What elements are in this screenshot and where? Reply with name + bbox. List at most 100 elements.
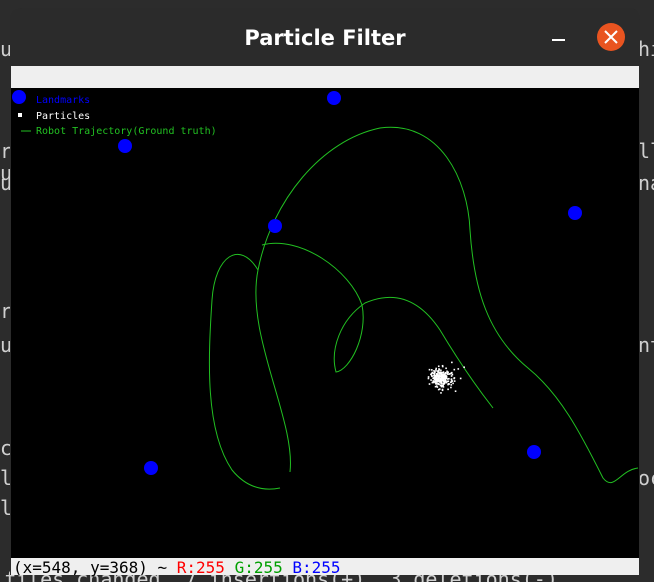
- terminal-text: r: [0, 139, 12, 163]
- particle: [443, 382, 446, 385]
- particle: [450, 372, 452, 375]
- particle: [448, 377, 450, 380]
- particle: [440, 377, 442, 380]
- particle: [437, 379, 439, 382]
- particle: [427, 376, 430, 378]
- particle: [440, 372, 443, 375]
- particle: [438, 376, 440, 378]
- toolbar: [11, 66, 639, 88]
- particle: [446, 372, 449, 374]
- particle: [428, 383, 431, 385]
- particle: [450, 386, 452, 389]
- particle: [432, 381, 435, 383]
- particle: [436, 383, 439, 385]
- canvas: [11, 88, 639, 558]
- particle: [435, 376, 437, 379]
- particle: [451, 361, 453, 364]
- legend-particles: Particles: [36, 111, 90, 122]
- particle: [444, 379, 447, 382]
- particle: [437, 365, 440, 368]
- terminal-text: l: [0, 496, 12, 520]
- particle: [440, 369, 442, 372]
- particle: [431, 381, 434, 384]
- particle: [441, 379, 444, 381]
- particle: [441, 385, 444, 387]
- particle: [434, 381, 437, 383]
- particle: [440, 371, 442, 374]
- particle: [432, 372, 435, 375]
- particle: [440, 382, 442, 385]
- particle: [453, 380, 456, 382]
- legend-trajectory: Robot Trajectory(Ground truth): [36, 126, 217, 137]
- terminal-text: na: [638, 171, 654, 195]
- particle: [447, 380, 450, 383]
- terminal-text: u: [0, 161, 12, 185]
- particle: [445, 381, 448, 384]
- particle: [444, 377, 446, 379]
- particle: [433, 374, 435, 377]
- terminal-text: l: [0, 466, 12, 490]
- particle: [431, 371, 434, 374]
- robot-trajectory: [208, 126, 639, 490]
- particle: [437, 380, 440, 383]
- particle: [444, 376, 446, 378]
- window-title: Particle Filter: [244, 26, 406, 50]
- particle: [434, 375, 436, 378]
- particle: [463, 366, 465, 369]
- particle: [452, 382, 454, 385]
- particle: [437, 378, 440, 381]
- particle: [453, 368, 456, 371]
- particle: [430, 372, 433, 375]
- particle: [442, 386, 445, 388]
- particle: [447, 371, 449, 373]
- particle: [457, 368, 460, 370]
- close-button[interactable]: [597, 23, 625, 51]
- particle: [445, 377, 448, 380]
- particle: [437, 388, 440, 391]
- particle: [435, 367, 437, 370]
- particle: [450, 380, 453, 382]
- particle: [441, 371, 443, 374]
- particle: [436, 379, 438, 382]
- particle: [436, 386, 439, 388]
- particle: [443, 383, 445, 385]
- terminal-text: u: [0, 37, 12, 61]
- terminal-text: nt: [638, 333, 654, 357]
- status-position: (x=548, y=368) ~: [13, 558, 167, 577]
- particle: [441, 374, 443, 377]
- particle: [438, 368, 440, 370]
- particle: [436, 370, 438, 372]
- particle: [439, 375, 441, 378]
- legend-particle-swatch: [18, 113, 22, 117]
- particle: [430, 374, 433, 377]
- particle: [431, 369, 433, 371]
- particle: [450, 375, 453, 377]
- particle: [444, 374, 446, 377]
- particle: [438, 374, 440, 377]
- particle: [443, 379, 445, 381]
- particle: [438, 388, 441, 390]
- particle: [434, 370, 436, 373]
- particle: [459, 377, 462, 380]
- particle: [443, 381, 445, 384]
- particle: [440, 392, 442, 394]
- particle: [437, 372, 439, 374]
- particle: [440, 385, 443, 388]
- particle: [450, 378, 453, 380]
- particle: [445, 367, 447, 370]
- landmarks: [12, 90, 582, 475]
- particle: [442, 371, 445, 373]
- particle: [434, 379, 437, 381]
- particle: [446, 380, 449, 383]
- status-r: R:255: [177, 558, 225, 577]
- particle: [441, 365, 444, 368]
- status-b: B:255: [292, 558, 340, 577]
- particle: [441, 389, 444, 392]
- particle: [441, 364, 444, 367]
- particle: [442, 380, 445, 382]
- particle: [436, 377, 438, 380]
- particle: [441, 377, 444, 380]
- particle: [437, 382, 440, 385]
- particle: [439, 378, 442, 381]
